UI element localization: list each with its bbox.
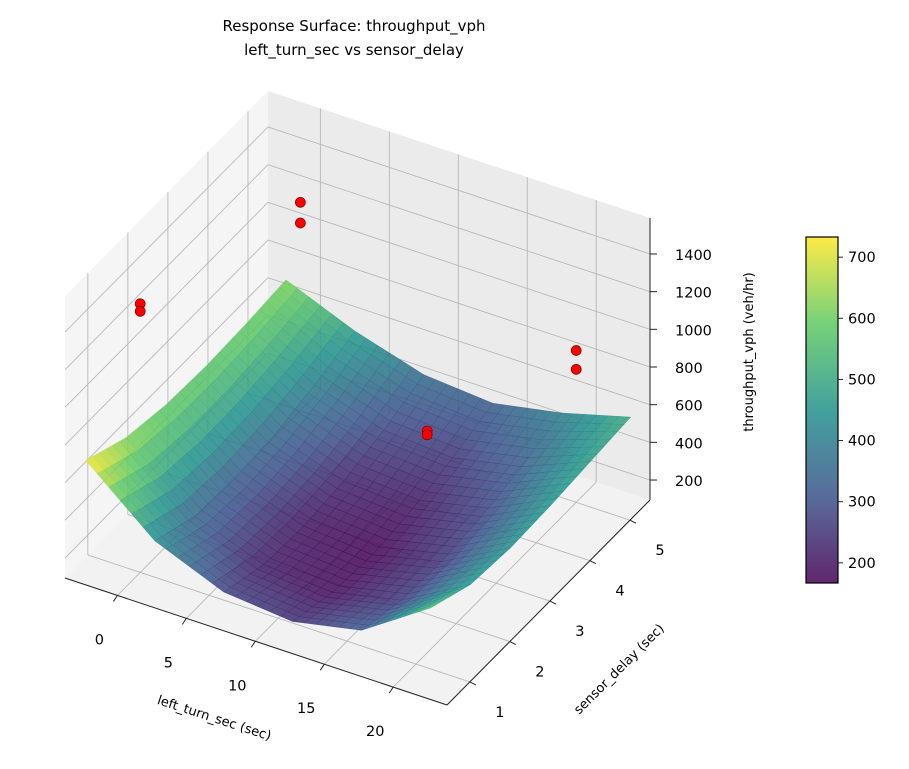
colorbar: 200 300 400 500 600 700	[805, 236, 876, 584]
colorbar-tick-label: 500	[848, 372, 876, 388]
z-gridline	[267, 277, 651, 406]
colorbar-tick-label: 700	[848, 250, 876, 266]
axes	[64, 218, 657, 706]
x-tick-label: 5	[164, 655, 173, 671]
y-tick-label: 2	[535, 665, 544, 681]
chart-title: Response Surface: throughput_vph	[222, 17, 485, 36]
z-gridline	[64, 202, 269, 408]
z-gridline	[267, 164, 651, 293]
colorbar-gradient	[805, 236, 839, 584]
y-tick-mark	[629, 519, 637, 524]
colorbar-tick-label: 600	[848, 311, 876, 327]
y-tick-mark	[589, 560, 597, 565]
colorbar-tick-label: 400	[848, 434, 876, 450]
scatter-point	[295, 217, 306, 229]
x-tick-mark	[319, 663, 325, 671]
z-tick-label: 1200	[675, 286, 712, 302]
z-gridline	[267, 239, 651, 368]
scatter-point	[570, 363, 582, 375]
scatter-point	[421, 429, 433, 441]
tick-labels: 0 5 10 15 20 1 2 3 4 5 200 400 600 800 1000 1200 1400	[95, 248, 712, 740]
y-tick-label: 5	[655, 543, 664, 559]
y-tick-mark	[469, 681, 477, 686]
z-tick-label: 400	[675, 436, 703, 452]
y-gridline	[87, 554, 470, 683]
z-tick-label: 600	[675, 399, 703, 415]
surface	[85, 279, 632, 631]
z-tick-label: 1400	[675, 248, 712, 264]
surface-facet	[418, 603, 438, 612]
z-gridline	[64, 164, 269, 370]
scatter-point	[295, 196, 306, 208]
y-tick-mark	[509, 641, 517, 645]
z-gridline	[64, 126, 269, 333]
x-gridline	[392, 481, 597, 688]
chart-subtitle: left_turn_sec vs sensor_delay	[244, 41, 464, 60]
y-axis-label: sensor_delay (sec)	[571, 621, 667, 717]
z-tick-label: 200	[675, 474, 703, 490]
y-tick-label: 3	[575, 624, 584, 640]
x-tick-mark	[388, 686, 394, 694]
x-tick-label: 20	[366, 724, 384, 740]
z-tick-label: 1000	[675, 323, 712, 339]
y-tick-label: 4	[615, 584, 624, 600]
y-axis-line	[446, 499, 651, 706]
y-tick-label: 1	[495, 705, 504, 721]
x-axis-label: left_turn_sec (sec)	[155, 693, 273, 744]
z-tick-label: 800	[675, 361, 703, 377]
x-axis-line	[64, 577, 448, 706]
z-gridline	[64, 277, 269, 483]
x-tick-mark	[181, 618, 187, 625]
z-gridline	[64, 239, 269, 446]
x-tick-mark	[250, 640, 256, 648]
z-gridline	[267, 126, 651, 255]
y-tick-mark	[549, 600, 557, 605]
z-gridline	[267, 201, 651, 330]
scatter-points	[134, 196, 582, 441]
x-tick-label: 0	[95, 632, 104, 648]
z-axis-label: throughput_vph (veh/hr)	[742, 272, 757, 432]
colorbar-tick-label: 200	[848, 556, 876, 572]
x-tick-label: 10	[228, 678, 246, 694]
x-tick-label: 15	[297, 701, 315, 717]
scatter-point	[570, 345, 582, 356]
x-tick-mark	[112, 595, 118, 602]
scatter-point	[134, 305, 146, 317]
colorbar-tick-label: 300	[848, 495, 876, 511]
